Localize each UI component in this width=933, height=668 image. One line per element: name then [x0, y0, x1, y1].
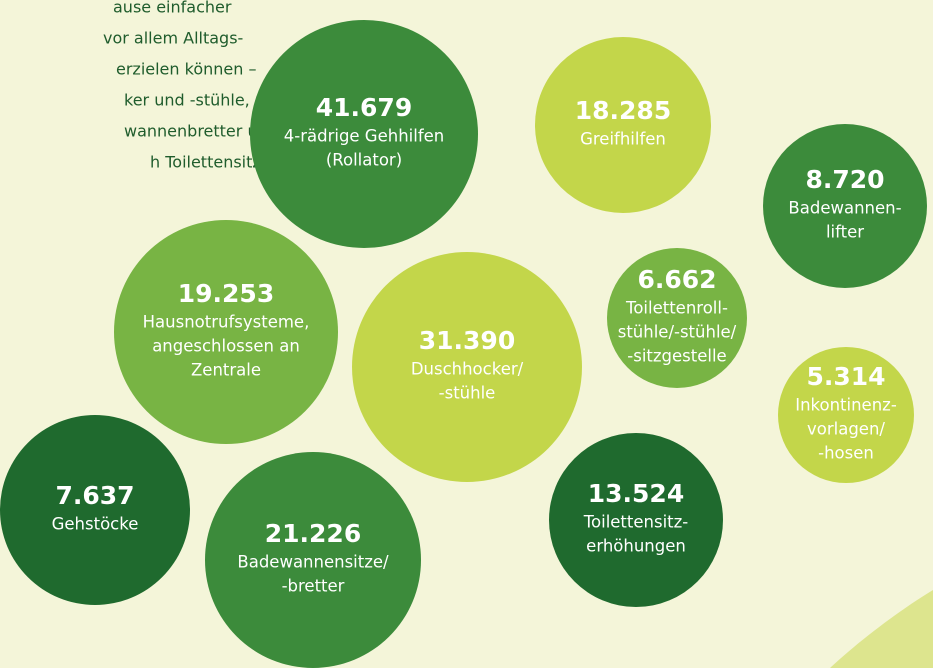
bubble-circle [205, 452, 421, 668]
bubble-circle [250, 20, 478, 248]
bubble-circle [0, 415, 190, 605]
bubble-label: lifter [826, 223, 864, 242]
bubble-label: -hosen [818, 444, 874, 463]
intro-line: erzielen können – [116, 60, 256, 79]
bubble-label: Badewannen- [788, 199, 901, 218]
bubble-label: vorlagen/ [807, 420, 885, 439]
bubble-circle [607, 248, 747, 388]
bubble-label: Inkontinenz- [795, 396, 897, 415]
bubble: 19.253 Hausnotrufsysteme, angeschlossen an… [114, 220, 338, 444]
bubble-value: 31.390 [419, 326, 515, 355]
bubble: 8.720 Badewannen-lifter [763, 124, 927, 288]
bubble-label: Hausnotrufsysteme, [143, 313, 310, 332]
bubble-label: Badewannensitze/ [237, 553, 389, 572]
bubble-value: 6.662 [637, 265, 716, 294]
bubble-circle [535, 37, 711, 213]
intro-line: h Toilettensitz- [150, 153, 267, 172]
bubble-circle [549, 433, 723, 607]
bubble-value: 7.637 [55, 481, 134, 510]
bubble-circle [352, 252, 582, 482]
bubble-label: -bretter [282, 577, 345, 596]
intro-line: ause einfacher [113, 0, 232, 17]
bubble-value: 13.524 [588, 479, 684, 508]
bubble-value: 18.285 [575, 96, 671, 125]
bubble-label: Duschhocker/ [411, 360, 524, 379]
bubble: 21.226 Badewannensitze/ -bretter [205, 452, 421, 668]
bubble-label: angeschlossen an [152, 337, 300, 356]
bubble-circle [763, 124, 927, 288]
corner-shape [830, 590, 933, 668]
bubble-value: 19.253 [178, 279, 274, 308]
bubble-value: 41.679 [316, 93, 412, 122]
bubble-label: Toilettensitz- [583, 513, 689, 532]
bubble: 6.662 Toilettenroll-stühle/-stühle/ -sitzg… [607, 248, 747, 388]
bubble: 13.524 Toilettensitz-erhöhungen [549, 433, 723, 607]
bubble: 7.637 Gehstöcke [0, 415, 190, 605]
bubble-label: Greifhilfen [580, 130, 666, 149]
bubble-label: Toilettenroll- [625, 299, 728, 318]
bubble-value: 21.226 [265, 519, 361, 548]
intro-line: wannenbretter und [124, 122, 278, 141]
bubble-label: erhöhungen [586, 537, 686, 556]
bubble: 31.390 Duschhocker/ -stühle [352, 252, 582, 482]
bubble-label: Gehstöcke [52, 515, 139, 534]
intro-line: vor allem Alltags- [103, 29, 243, 48]
bubble-label: stühle/-stühle/ [618, 323, 737, 342]
intro-line: ker und -stühle, [124, 91, 250, 110]
bubble: 41.679 4-rädrige Gehhilfen (Rollator) [250, 20, 478, 248]
bubble-label: 4-rädrige Gehhilfen [284, 127, 445, 146]
bubble: 18.285 Greifhilfen [535, 37, 711, 213]
intro-text: ause einfacher vor allem Alltags-erzielen… [103, 0, 278, 172]
bubble-circle [778, 347, 914, 483]
bubble: 5.314 Inkontinenz-vorlagen/ -hosen [778, 347, 914, 483]
bubble-label: Zentrale [191, 361, 261, 380]
bubble-value: 5.314 [806, 362, 885, 391]
bubble-label: -stühle [439, 384, 496, 403]
bubble-circle [114, 220, 338, 444]
bubbles: 41.679 4-rädrige Gehhilfen (Rollator) 18.28… [0, 20, 927, 668]
bubble-value: 8.720 [805, 165, 884, 194]
bubble-label: -sitzgestelle [627, 347, 726, 366]
bubble-label: (Rollator) [326, 151, 402, 170]
